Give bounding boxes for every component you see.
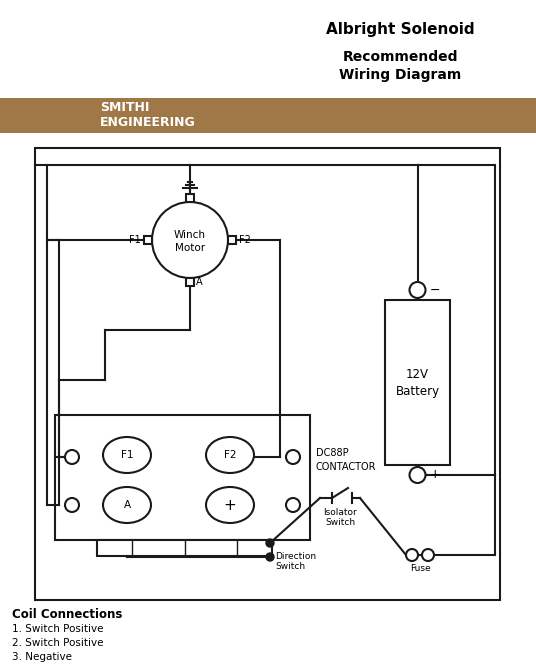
Circle shape — [286, 450, 300, 464]
Circle shape — [422, 549, 434, 561]
Text: Recommended: Recommended — [343, 50, 458, 64]
Text: DC88P: DC88P — [316, 448, 348, 458]
Text: 3. Negative: 3. Negative — [12, 652, 72, 662]
Circle shape — [266, 539, 274, 547]
Circle shape — [406, 549, 418, 561]
Bar — [228, 236, 236, 244]
Ellipse shape — [103, 487, 151, 523]
Bar — [0, 98, 536, 133]
Bar — [97, 540, 272, 556]
Text: SMITHI
ENGINEERING: SMITHI ENGINEERING — [100, 101, 196, 129]
Text: Isolator: Isolator — [323, 508, 357, 517]
Text: Albright Solenoid: Albright Solenoid — [326, 22, 474, 37]
Text: CONTACTOR: CONTACTOR — [316, 462, 376, 472]
Bar — [186, 194, 194, 202]
Text: +: + — [429, 469, 440, 481]
Bar — [144, 236, 152, 244]
Bar — [385, 300, 450, 465]
Text: +: + — [224, 497, 236, 513]
Text: 12V: 12V — [406, 368, 429, 381]
Text: Battery: Battery — [396, 385, 440, 398]
Circle shape — [65, 450, 79, 464]
Text: Winch: Winch — [174, 230, 206, 240]
Text: −: − — [429, 283, 440, 297]
Ellipse shape — [103, 437, 151, 473]
Bar — [55, 415, 310, 540]
Text: A: A — [123, 500, 131, 510]
Text: Direction: Direction — [275, 552, 316, 561]
Text: Coil Connections: Coil Connections — [12, 608, 122, 621]
Text: F2: F2 — [239, 235, 251, 245]
Circle shape — [286, 498, 300, 512]
Text: Switch: Switch — [325, 518, 355, 527]
Bar — [35, 148, 500, 600]
Text: F2: F2 — [224, 450, 236, 460]
Text: 2. Switch Positive: 2. Switch Positive — [12, 638, 103, 648]
Text: Wiring Diagram: Wiring Diagram — [339, 68, 461, 82]
Circle shape — [65, 498, 79, 512]
Text: F1: F1 — [121, 450, 133, 460]
Text: 1. Switch Positive: 1. Switch Positive — [12, 624, 103, 634]
Text: Fuse: Fuse — [410, 564, 430, 573]
Circle shape — [410, 282, 426, 298]
Circle shape — [152, 202, 228, 278]
Text: A: A — [196, 277, 203, 287]
Circle shape — [266, 553, 274, 561]
Text: Motor: Motor — [175, 243, 205, 253]
Ellipse shape — [206, 437, 254, 473]
Bar — [186, 278, 194, 286]
Text: F1: F1 — [129, 235, 141, 245]
Text: Switch: Switch — [275, 562, 305, 571]
Circle shape — [410, 467, 426, 483]
Ellipse shape — [206, 487, 254, 523]
